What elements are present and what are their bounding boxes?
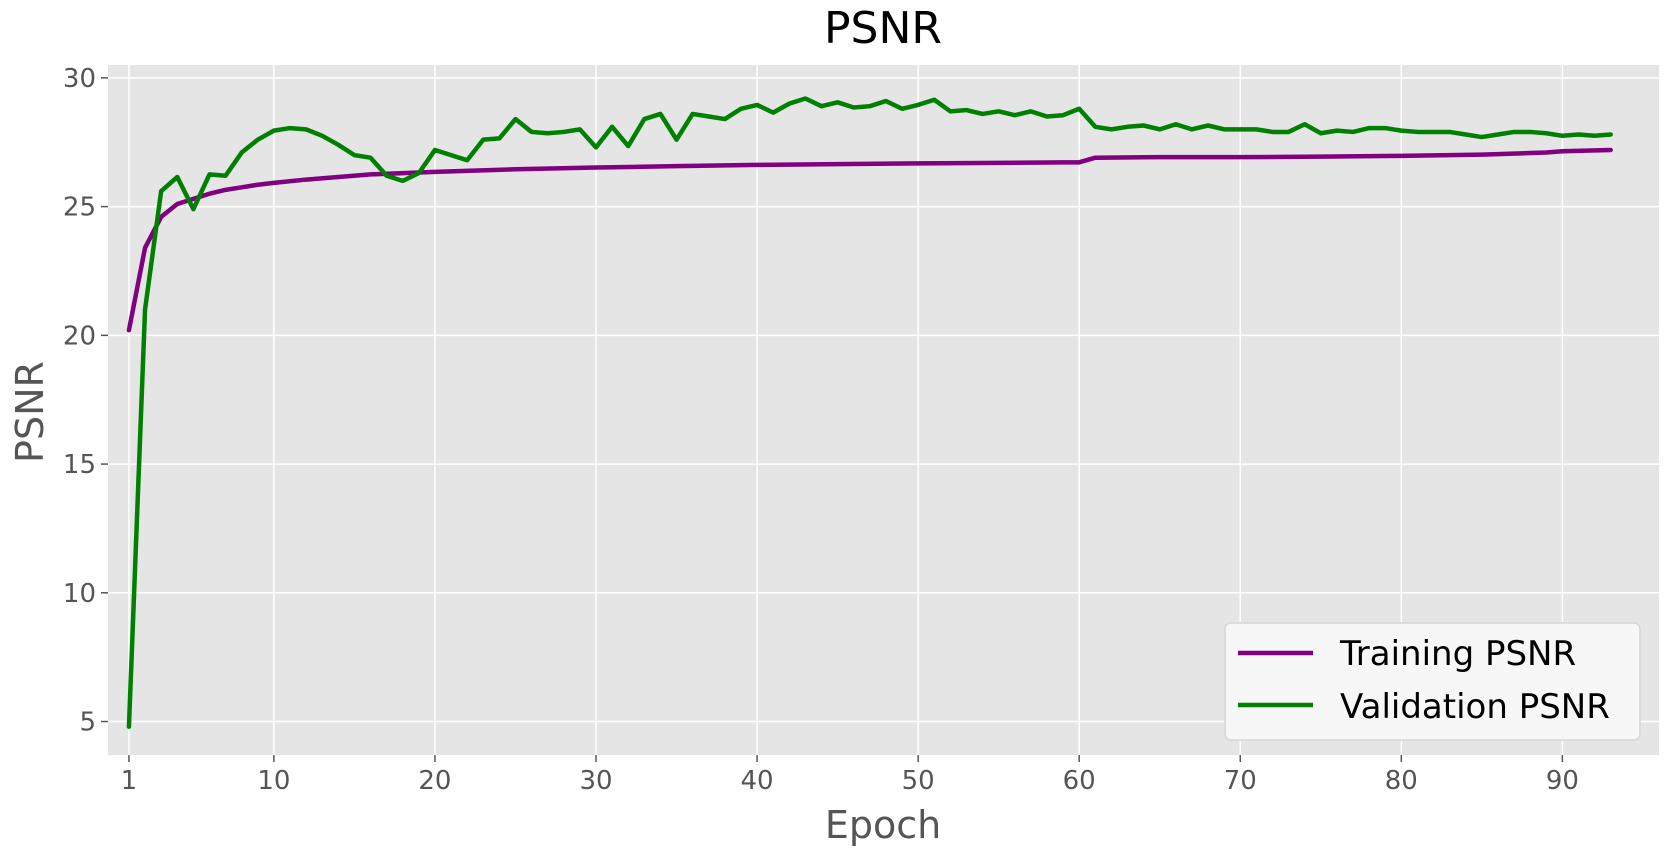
x-tick-label: 50 bbox=[902, 766, 935, 796]
x-tick-label: 20 bbox=[418, 766, 451, 796]
x-tick-label: 80 bbox=[1385, 766, 1418, 796]
x-tick-label: 90 bbox=[1546, 766, 1579, 796]
y-tick-label: 15 bbox=[63, 450, 96, 480]
y-tick-label: 10 bbox=[63, 579, 96, 609]
x-tick-label: 30 bbox=[579, 766, 612, 796]
legend-label-training: Training PSNR bbox=[1339, 634, 1576, 674]
chart-title: PSNR bbox=[824, 3, 942, 54]
x-tick-label: 40 bbox=[741, 766, 774, 796]
y-axis-label: PSNR bbox=[8, 361, 52, 463]
y-axis-ticks: 5 10 15 20 25 30 bbox=[63, 64, 108, 738]
y-tick-label: 25 bbox=[63, 193, 96, 223]
x-tick-label: 10 bbox=[257, 766, 290, 796]
legend-label-validation: Validation PSNR bbox=[1340, 687, 1610, 727]
y-tick-label: 30 bbox=[63, 64, 96, 94]
series-layer bbox=[126, 96, 1613, 729]
x-tick-label: 70 bbox=[1224, 766, 1257, 796]
legend: Training PSNR Validation PSNR bbox=[1224, 622, 1641, 741]
x-tick-label: 1 bbox=[121, 766, 138, 796]
legend-box bbox=[1224, 622, 1641, 741]
y-tick-label: 20 bbox=[63, 321, 96, 351]
x-axis-ticks: 1 10 20 30 40 50 60 70 80 90 bbox=[121, 755, 1579, 796]
validation-psnr-line bbox=[126, 96, 1613, 729]
x-tick-label: 60 bbox=[1063, 766, 1096, 796]
training-psnr-line bbox=[126, 147, 1613, 333]
y-tick-label: 5 bbox=[79, 708, 96, 738]
x-axis-label: Epoch bbox=[825, 803, 941, 847]
